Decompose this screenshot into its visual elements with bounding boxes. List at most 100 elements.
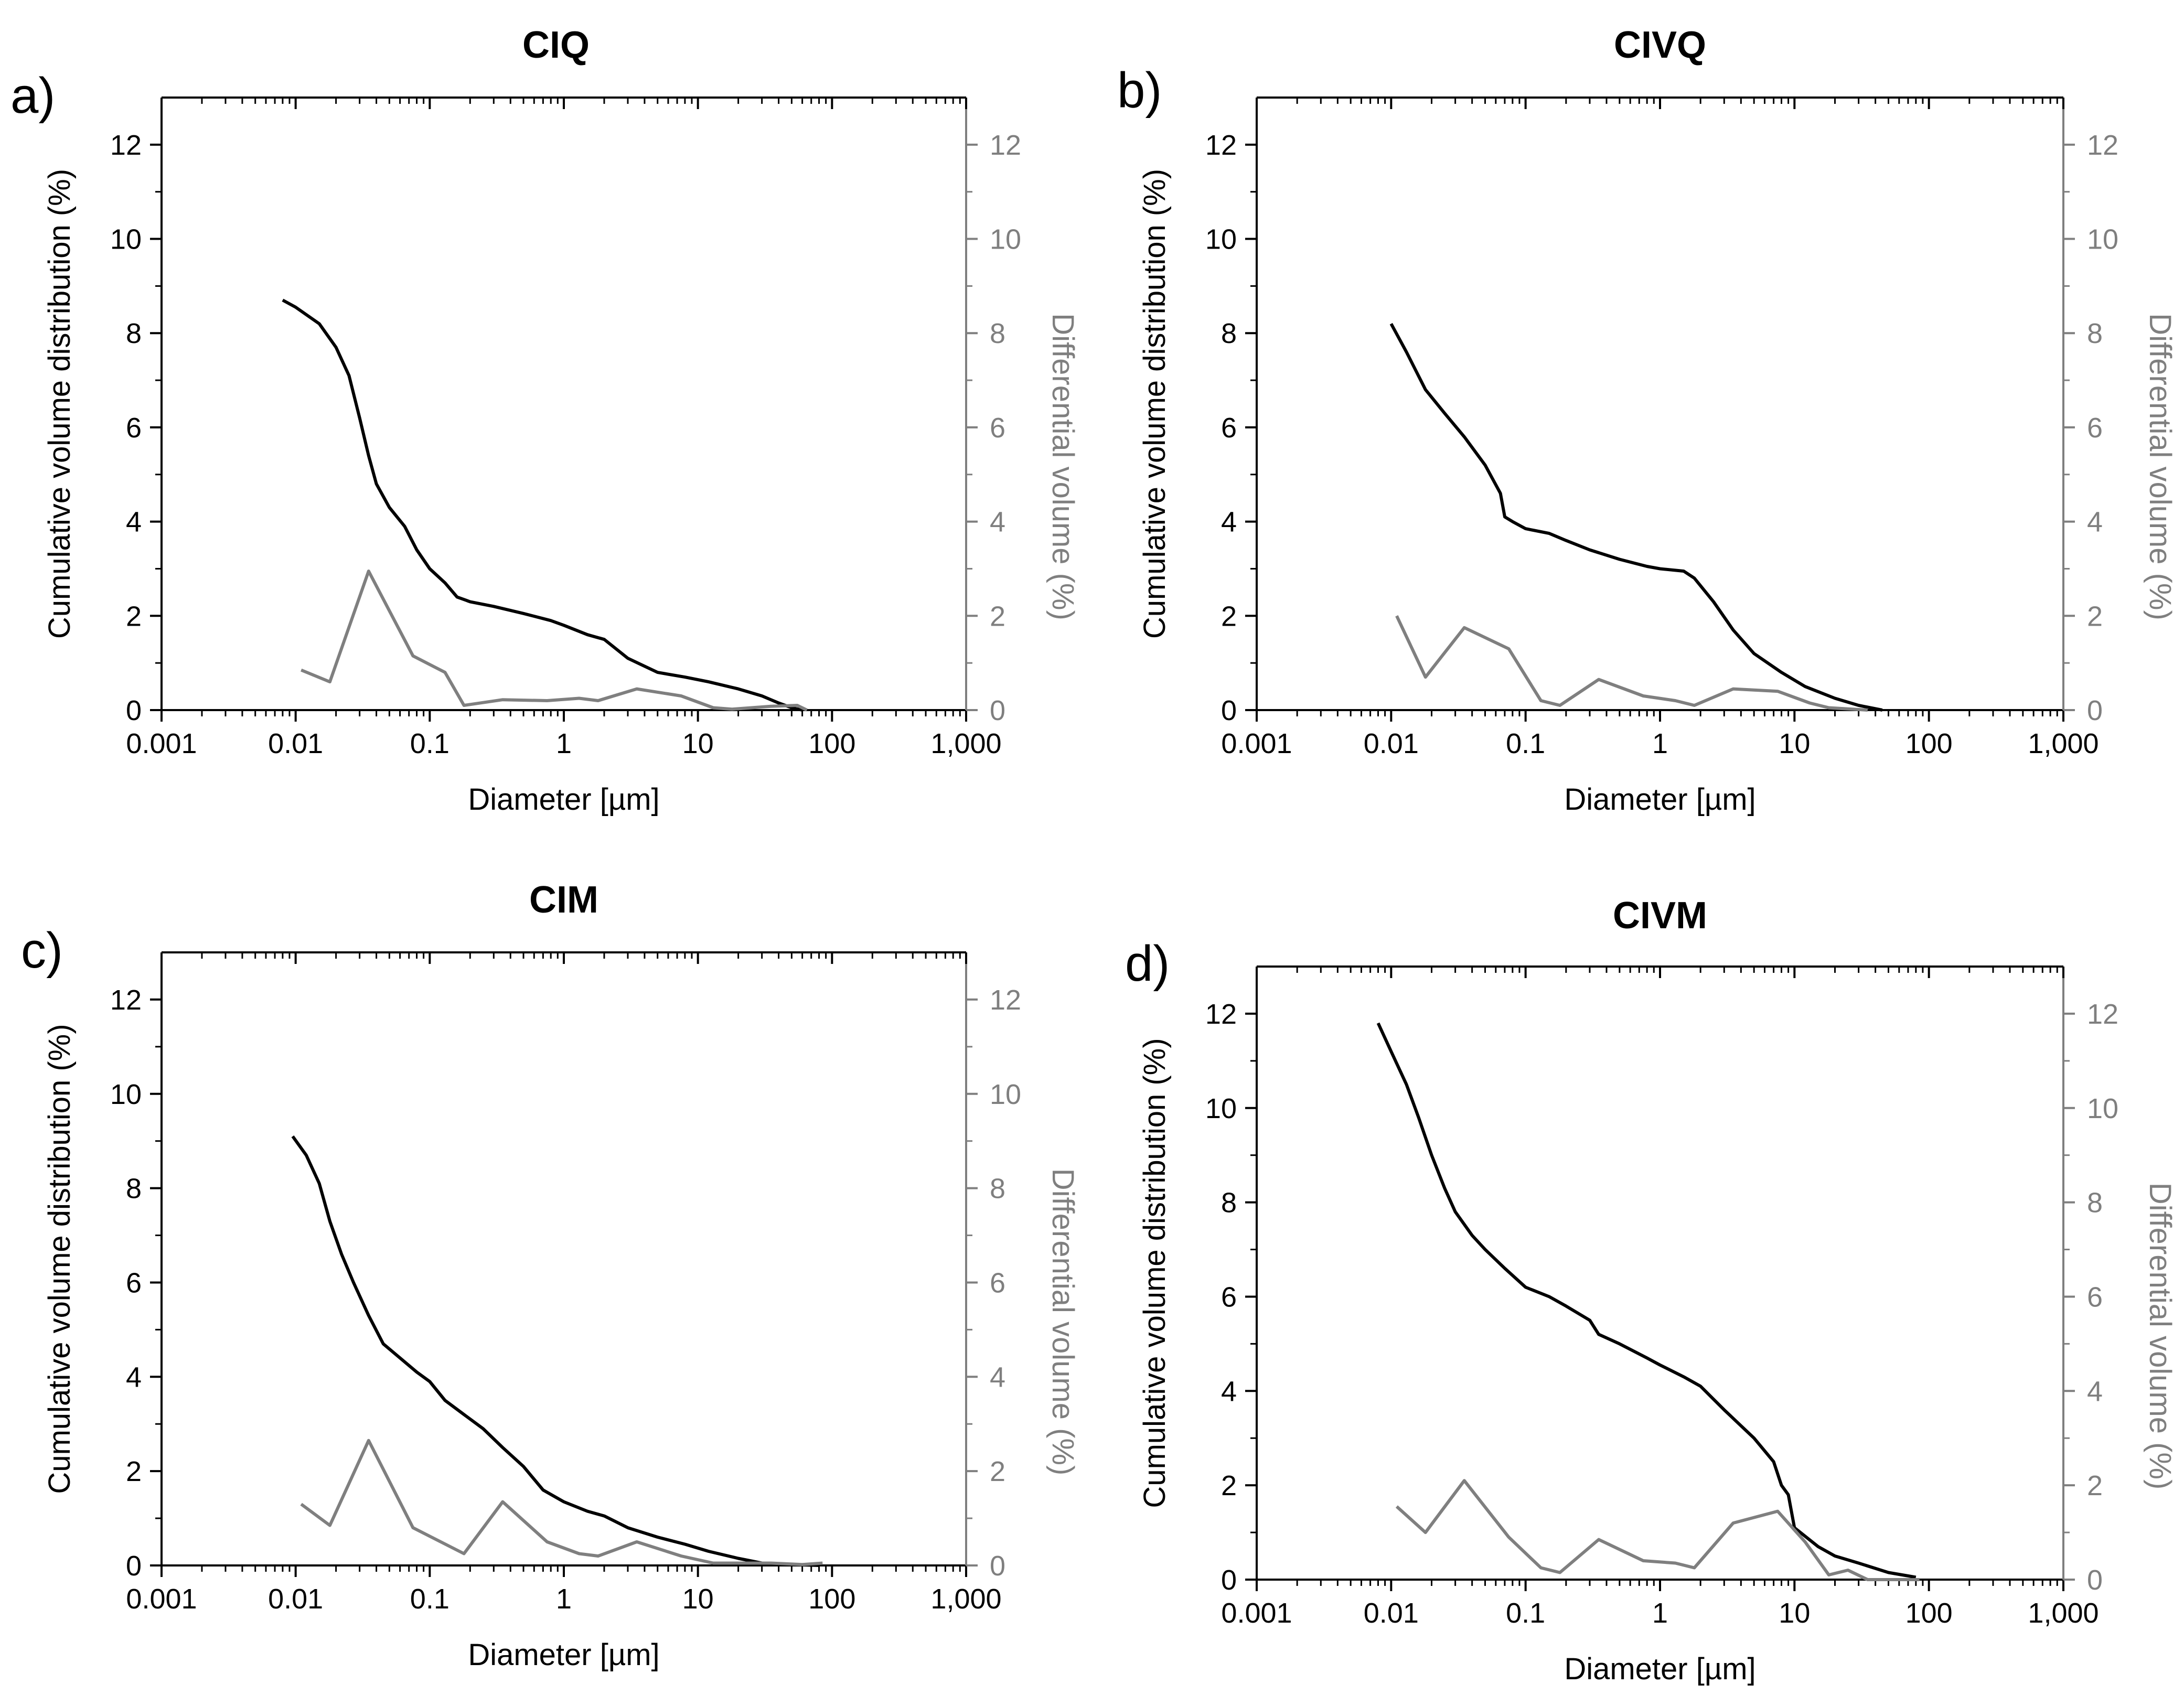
x-tick-label: 0.01	[268, 1583, 323, 1615]
y-tick-label: 6	[126, 412, 142, 444]
y-right-tick-label: 2	[2087, 1470, 2103, 1501]
y-axis-label: Cumulative volume distribution (%)	[1138, 1038, 1172, 1508]
x-tick-label: 0.01	[1364, 1597, 1419, 1629]
chart-title: CIQ	[522, 24, 590, 66]
y-right-tick-label: 8	[2087, 1187, 2103, 1219]
x-tick-label: 10	[682, 1583, 714, 1615]
differential-volume-line	[1395, 1479, 1920, 1581]
panel-label: b)	[1117, 62, 1162, 119]
y-tick-label: 10	[110, 1079, 142, 1110]
x-tick-label: 1	[1652, 1597, 1668, 1629]
x-tick-label: 0.1	[1506, 728, 1545, 759]
y-tick-label: 12	[1205, 999, 1237, 1030]
y-right-tick-label: 10	[2087, 1093, 2118, 1124]
y-tick-label: 6	[1221, 412, 1237, 444]
panel-label: a)	[10, 68, 55, 124]
x-tick-label: 0.01	[1364, 728, 1419, 759]
y-right-axis-label: Differential volume (%)	[2143, 1183, 2177, 1490]
x-tick-label: 0.001	[126, 728, 197, 759]
y-right-tick-label: 0	[2087, 1564, 2103, 1596]
y-right-tick-label: 10	[990, 224, 1021, 255]
x-tick-label: 1,000	[2028, 1597, 2099, 1629]
y-right-tick-label: 0	[2087, 695, 2103, 726]
y-right-tick-label: 4	[2087, 507, 2103, 538]
y-right-tick-label: 12	[2087, 999, 2118, 1030]
x-tick-label: 0.001	[1221, 728, 1292, 759]
differential-volume-line	[300, 1439, 823, 1566]
y-right-tick-label: 8	[990, 1173, 1005, 1205]
y-tick-label: 10	[1205, 224, 1237, 255]
y-right-axis-label: Differential volume (%)	[1046, 1168, 1080, 1476]
y-tick-label: 4	[1221, 1376, 1237, 1407]
y-tick-label: 4	[1221, 507, 1237, 538]
panel-label: c)	[21, 922, 63, 979]
differential-volume-line	[1395, 615, 1868, 712]
x-tick-label: 0.1	[1506, 1597, 1545, 1629]
y-axis-label: Cumulative volume distribution (%)	[1138, 169, 1172, 639]
y-tick-label: 6	[126, 1267, 142, 1299]
y-tick-label: 12	[110, 130, 142, 161]
y-right-tick-label: 0	[990, 695, 1005, 726]
y-right-tick-label: 12	[990, 984, 1021, 1016]
y-tick-label: 2	[1221, 1470, 1237, 1501]
x-tick-label: 1,000	[2028, 728, 2099, 759]
x-axis-label: Diameter [µm]	[1564, 782, 1755, 817]
x-axis-label: Diameter [µm]	[468, 1638, 659, 1672]
y-right-tick-label: 8	[2087, 318, 2103, 349]
y-right-tick-label: 6	[990, 412, 1005, 444]
y-right-tick-label: 2	[990, 1456, 1005, 1487]
y-tick-label: 4	[126, 507, 142, 538]
cumulative-volume-line	[282, 298, 803, 712]
y-tick-label: 0	[126, 695, 142, 726]
y-right-tick-label: 4	[2087, 1376, 2103, 1407]
y-right-tick-label: 4	[990, 1361, 1005, 1393]
y-right-axis-label: Differential volume (%)	[2143, 313, 2177, 620]
x-tick-label: 100	[808, 728, 855, 759]
x-tick-label: 0.001	[1221, 1597, 1292, 1629]
x-tick-label: 10	[1779, 728, 1810, 759]
y-tick-label: 6	[1221, 1281, 1237, 1313]
x-tick-label: 100	[1905, 728, 1953, 759]
x-axis-label: Diameter [µm]	[1564, 1652, 1755, 1686]
y-tick-label: 2	[126, 1456, 142, 1487]
x-tick-label: 1	[1652, 728, 1668, 759]
differential-volume-line	[301, 570, 808, 712]
y-axis-label: Cumulative volume distribution (%)	[42, 169, 77, 639]
y-tick-label: 0	[126, 1550, 142, 1582]
y-right-tick-label: 10	[990, 1079, 1021, 1110]
y-tick-label: 0	[1221, 1564, 1237, 1596]
y-tick-label: 10	[1205, 1093, 1237, 1124]
y-tick-label: 2	[126, 600, 142, 632]
x-tick-label: 0.1	[410, 728, 449, 759]
cumulative-volume-line	[1389, 323, 1883, 712]
y-right-tick-label: 12	[990, 130, 1021, 161]
y-right-axis-label: Differential volume (%)	[1046, 313, 1080, 620]
x-tick-label: 10	[682, 728, 714, 759]
y-tick-label: 8	[126, 1173, 142, 1205]
y-tick-label: 12	[1205, 130, 1237, 161]
y-right-tick-label: 10	[2087, 224, 2118, 255]
y-tick-label: 8	[1221, 318, 1237, 349]
y-axis-label: Cumulative volume distribution (%)	[42, 1024, 77, 1494]
chart-title: CIVQ	[1614, 24, 1706, 66]
y-right-tick-label: 6	[2087, 412, 2103, 444]
y-right-tick-label: 6	[990, 1267, 1005, 1299]
y-tick-label: 4	[126, 1361, 142, 1393]
x-tick-label: 0.01	[268, 728, 323, 759]
y-tick-label: 0	[1221, 695, 1237, 726]
y-right-tick-label: 12	[2087, 130, 2118, 161]
panel-label: d)	[1125, 936, 1170, 992]
x-tick-label: 100	[1905, 1597, 1953, 1629]
y-right-tick-label: 0	[990, 1550, 1005, 1582]
x-tick-label: 100	[808, 1583, 855, 1615]
x-tick-label: 10	[1779, 1597, 1810, 1629]
x-tick-label: 1	[556, 1583, 572, 1615]
y-tick-label: 8	[126, 318, 142, 349]
y-tick-label: 12	[110, 984, 142, 1016]
